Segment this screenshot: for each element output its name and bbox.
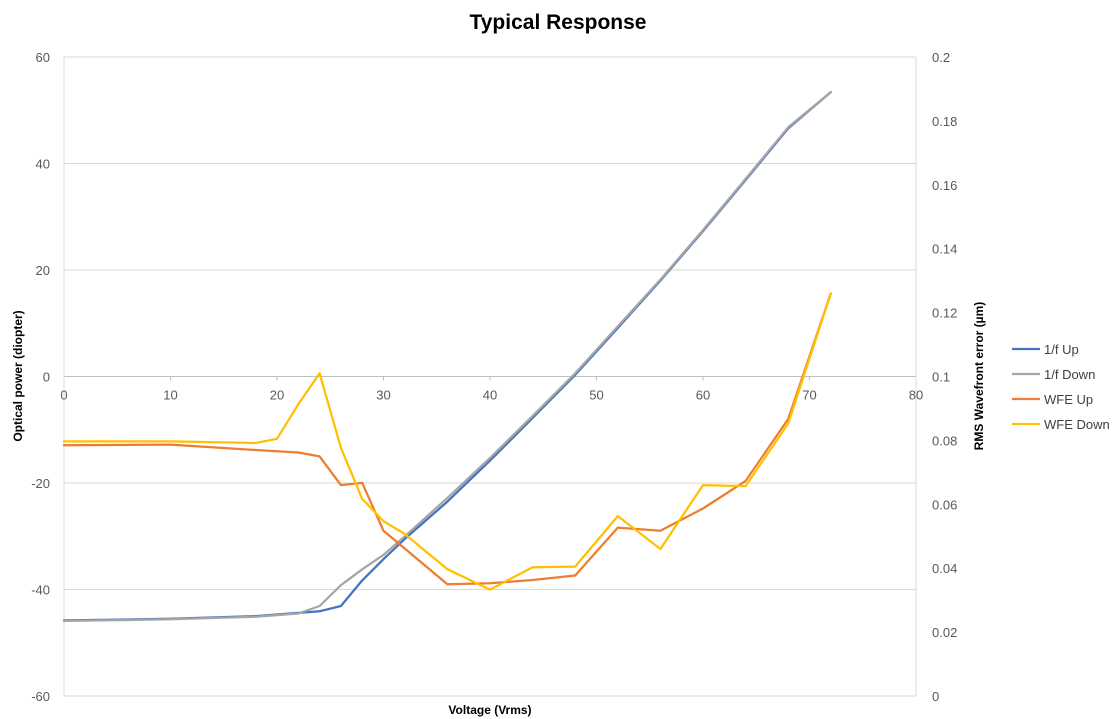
y2-tick-label: 0.06 — [932, 497, 957, 512]
y-tick-label: 40 — [36, 157, 50, 172]
y2-tick-label: 0.1 — [932, 370, 950, 385]
y-tick-label: -60 — [31, 689, 50, 704]
y2-tick-label: 0.14 — [932, 242, 957, 257]
series-line-1-f-up — [62, 90, 832, 622]
y2-tick-label: 0.08 — [932, 433, 957, 448]
legend-label-1-f-up: 1/f Up — [1044, 342, 1079, 357]
legend: 1/f Up 1/f Down WFE Up WFE Down — [1012, 342, 1110, 432]
series-line-1-f-down — [62, 90, 832, 623]
legend-label-wfe-up: WFE Up — [1044, 392, 1093, 407]
y2-tick-label: 0.2 — [932, 50, 950, 65]
y-tick-label: -20 — [31, 476, 50, 491]
y2-axis-title: RMS Wavefront error (µm) — [972, 302, 986, 450]
y2-tick-label: 0.12 — [932, 306, 957, 321]
y-axis-title: Optical power (diopter) — [11, 310, 25, 441]
legend-label-1-f-down: 1/f Down — [1044, 367, 1095, 382]
y-tick-label: 0 — [43, 370, 50, 385]
x-tick-label: 40 — [483, 388, 497, 403]
chart-title: Typical Response — [469, 11, 646, 34]
x-tick-label: 50 — [589, 388, 603, 403]
x-tick-label: 60 — [696, 388, 710, 403]
axes — [63, 57, 917, 696]
y2-tick-label: 0.16 — [932, 178, 957, 193]
y2-tick-label: 0.02 — [932, 625, 957, 640]
y-tick-label: 60 — [36, 50, 50, 65]
legend-label-wfe-down: WFE Down — [1044, 417, 1110, 432]
series-line-wfe-down — [62, 292, 832, 591]
x-tick-label: 70 — [802, 388, 816, 403]
y2-tick-label: 0.18 — [932, 114, 957, 129]
series-line-wfe-up — [62, 292, 832, 586]
x-tick-label: 30 — [376, 388, 390, 403]
x-axis-title: Voltage (Vrms) — [448, 703, 531, 717]
series-lines — [62, 90, 832, 623]
y2-tick-label: 0 — [932, 689, 939, 704]
x-tick-label: 80 — [909, 388, 923, 403]
x-tick-label: 20 — [270, 388, 284, 403]
x-tick-label: 10 — [163, 388, 177, 403]
y2-tick-label: 0.04 — [932, 561, 957, 576]
x-tick-label: 0 — [60, 388, 67, 403]
y-tick-label: -40 — [31, 583, 50, 598]
tick-labels: 0 10 20 30 40 50 60 70 80 -60 -40 -20 0 20 40 60 0 0.02 0.… — [31, 50, 957, 704]
y-tick-label: 20 — [36, 263, 50, 278]
